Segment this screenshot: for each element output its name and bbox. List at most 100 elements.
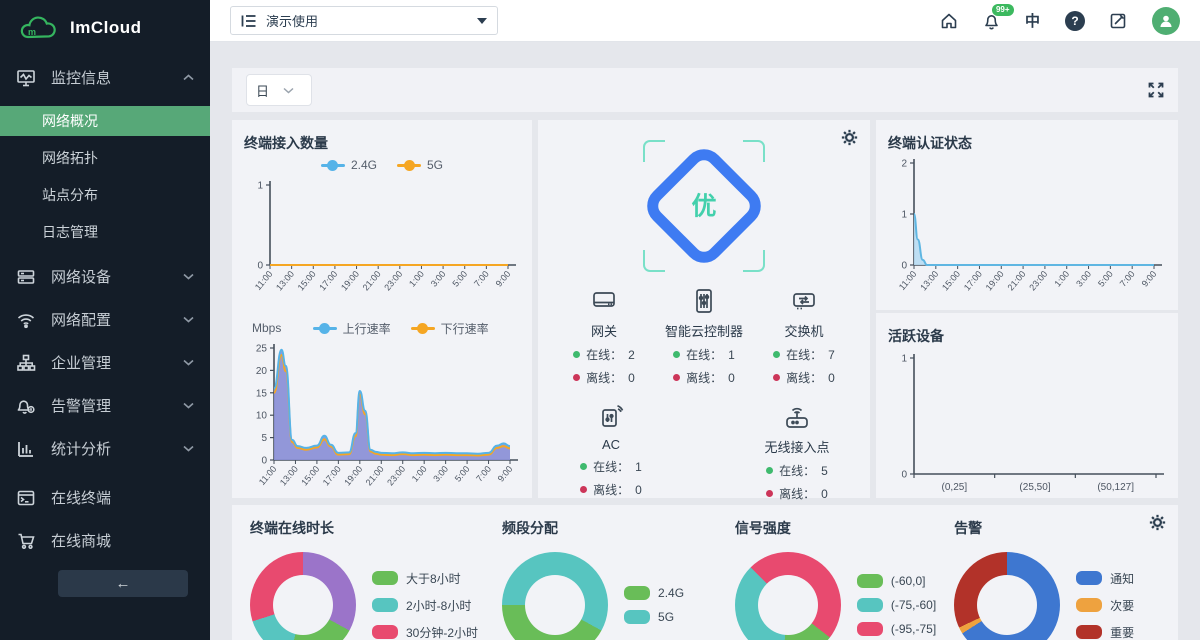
help-icon[interactable]: ? [1065,10,1085,31]
settings-gear-icon[interactable] [1149,514,1166,531]
chevron-down-icon [183,316,194,323]
throughput-chart: 25 20 15 10 5 0 11:00 13:00 15:00 17:00 19:00 21:00… [244,342,520,511]
org-selector[interactable]: 演示使用 [230,6,498,35]
svg-text:17:00: 17:00 [962,269,984,293]
svg-text:7:00: 7:00 [1118,269,1137,289]
sidebar-item-alarm-management[interactable]: 告警管理 [0,384,210,427]
throughput-legend-row: Mbps 上行速率 下行速率 [244,316,520,340]
svg-text:0: 0 [261,456,267,467]
statistics-donuts-card: 终端在线时长 大于8小时 2小时-8小时 30分钟-2小时 频段分配 [232,505,1178,640]
device-status-row-1: 网关 在线： 2 离线： 0 智能云控制器 在线： 1 离线： 0 交换机 [550,286,858,392]
health-grade-badge: 优 [629,132,779,280]
band-allocation-legend: 2.4G 5G [624,586,684,624]
svg-text:1: 1 [901,210,907,221]
svg-text:1: 1 [257,181,263,192]
feedback-compose-icon[interactable] [1110,12,1127,29]
online-duration-legend: 大于8小时 2小时-8小时 30分钟-2小时 [372,570,478,640]
svg-text:13:00: 13:00 [274,269,296,293]
sidebar-collapse-button[interactable]: ← [58,570,188,597]
legend-item[interactable]: (-95,-75] [856,622,936,636]
sidebar-item-network-config[interactable]: 网络配置 [0,298,210,341]
legend-item-5g[interactable]: 5G [397,158,443,172]
svg-text:(25,50]: (25,50] [1019,482,1050,493]
sidebar-item-log-management[interactable]: 日志管理 [42,224,98,240]
corner-bracket-icon [643,250,665,272]
legend-item[interactable]: 大于8小时 [372,570,478,587]
legend-item[interactable]: 2.4G [624,586,684,600]
fullscreen-icon[interactable] [1148,82,1164,98]
svg-text:9:00: 9:00 [494,269,513,289]
sidebar-item-online-store[interactable]: 在线商城 [0,519,210,562]
alarms-section: 告警 通知 次要 重要 [954,518,1160,640]
legend-item[interactable]: (-75,-60] [856,598,936,612]
network-health-card: 优 网关 在线： 2 离线： 0 智能云控制器 在线： 1 离 [538,120,870,501]
svg-text:25: 25 [256,344,268,355]
legend-item[interactable]: 30分钟-2小时 [372,624,478,640]
cloud-logo-icon: m [20,16,56,39]
card-title: 终端接入数量 [244,135,328,151]
online-dot [580,463,588,470]
settings-gear-icon[interactable] [841,129,858,146]
device-wireless-ap: 无线接入点 在线： 5 离线： 0 [749,402,845,508]
svg-text:5:00: 5:00 [1096,269,1115,289]
active-devices-chart: 1 0 (0,25] (25,50] (50,127] [888,348,1166,505]
sidebar-item-monitor-info[interactable]: 监控信息 [0,56,210,99]
legend-item[interactable]: 重要 [1076,624,1134,640]
svg-text:3:00: 3:00 [429,269,448,289]
corner-bracket-icon [743,140,765,162]
logo[interactable]: m ImCloud [0,0,210,56]
online-duration-section: 终端在线时长 大于8小时 2小时-8小时 30分钟-2小时 [250,518,502,640]
svg-text:(0,25]: (0,25] [942,482,968,493]
sidebar-item-network-overview[interactable]: 网络概况 [0,106,210,136]
auth-status-card: 终端认证状态 2 1 0 11:00 13:00 15:00 17:00 19:00 21:00… [876,120,1178,310]
legend-marker [397,159,421,171]
offline-stat: 离线： 0 [580,481,642,498]
sidebar-item-label: 监控信息 [51,70,112,87]
org-tree-icon [16,353,36,373]
legend-item[interactable]: 次要 [1076,597,1134,614]
home-icon[interactable] [940,12,958,30]
org-selector-value: 演示使用 [266,14,319,29]
sidebar-item-enterprise-management[interactable]: 企业管理 [0,341,210,384]
switch-icon [789,286,819,316]
svg-text:15:00: 15:00 [296,269,318,293]
user-avatar[interactable] [1152,6,1180,35]
offline-dot [673,374,681,381]
period-selector[interactable]: 日 [246,74,312,106]
legend-item-upload[interactable]: 上行速率 [312,320,391,337]
svg-text:23:00: 23:00 [382,269,404,293]
legend-item[interactable]: 5G [624,610,684,624]
sidebar-item-network-topology[interactable]: 网络拓扑 [42,150,98,166]
svg-text:m: m [28,27,36,37]
legend-item[interactable]: 2小时-8小时 [372,597,478,614]
collapse-arrow-icon: ← [115,575,131,592]
language-toggle[interactable]: 中 [1024,13,1040,30]
svg-text:13:00: 13:00 [918,269,940,293]
sidebar-item-statistics[interactable]: 统计分析 [0,427,210,470]
sidebar-item-online-terminals[interactable]: 在线终端 [0,476,210,519]
unit-label: Mbps [252,321,282,335]
sidebar-menu: 监控信息 网络概况 网络拓扑 站点分布 日志管理 网络设备 网络配置 [0,56,210,597]
svg-text:15:00: 15:00 [940,269,962,293]
svg-text:3:00: 3:00 [1074,269,1093,289]
online-stat: 在线： 1 [673,346,735,363]
legend-marker [320,159,345,171]
legend-item-download[interactable]: 下行速率 [410,320,489,337]
notifications-bell-icon[interactable]: 99+ [983,3,1014,30]
svg-text:5:00: 5:00 [453,464,472,484]
legend-item-2-4g[interactable]: 2.4G [320,158,377,172]
svg-text:10: 10 [256,411,268,422]
alarms-legend: 通知 次要 重要 [1076,570,1134,640]
legend-item[interactable]: (-60,0] [856,574,936,588]
svg-text:15:00: 15:00 [299,464,321,488]
offline-dot [573,374,581,381]
online-stat: 在线： 7 [773,346,835,363]
sidebar-item-network-devices[interactable]: 网络设备 [0,255,210,298]
svg-text:20: 20 [256,366,268,377]
svg-text:13:00: 13:00 [278,464,300,488]
svg-text:9:00: 9:00 [1140,269,1159,289]
legend-item[interactable]: 通知 [1076,570,1134,587]
donut-sections: 终端在线时长 大于8小时 2小时-8小时 30分钟-2小时 频段分配 [250,518,1160,640]
corner-bracket-icon [743,250,765,272]
sidebar-item-site-distribution[interactable]: 站点分布 [42,187,98,203]
